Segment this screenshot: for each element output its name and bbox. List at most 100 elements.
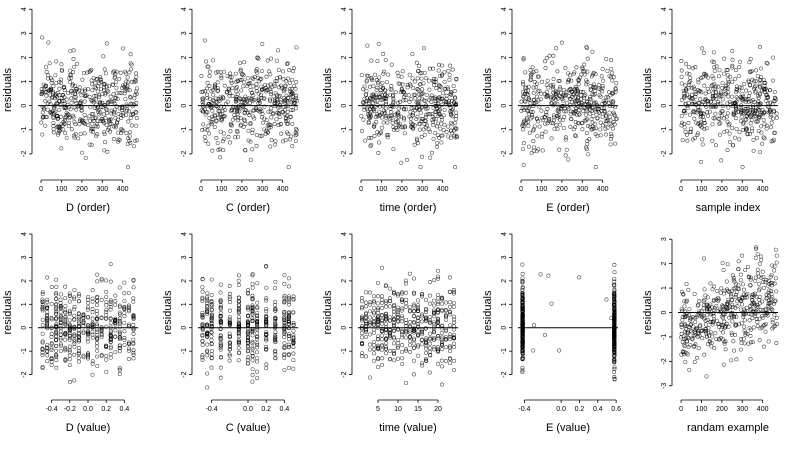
data-point (221, 148, 224, 151)
data-point (132, 357, 135, 360)
data-point (72, 57, 75, 60)
data-point (436, 297, 439, 300)
data-point (109, 353, 112, 356)
data-point (84, 156, 87, 159)
x-tick-label: 20 (434, 406, 442, 413)
data-point (41, 323, 44, 326)
data-point (84, 117, 87, 120)
data-point (213, 125, 216, 128)
data-point (68, 80, 71, 83)
y-tick-label: -2 (341, 371, 348, 377)
data-point (105, 42, 108, 45)
data-point (748, 61, 751, 64)
data-point (135, 124, 138, 127)
data-point (546, 79, 549, 82)
y-tick-label: 3 (341, 255, 348, 259)
x-axis-label: C (value) (226, 422, 271, 434)
data-point (568, 103, 571, 106)
data-point (60, 63, 63, 66)
data-point (440, 141, 443, 144)
x-tick-label: 100 (56, 186, 68, 193)
data-point (283, 368, 286, 371)
data-point (77, 137, 80, 140)
data-point (95, 328, 98, 331)
data-point (436, 269, 439, 272)
data-point (412, 277, 415, 280)
data-point (436, 275, 439, 278)
data-point (726, 102, 729, 105)
data-point (69, 49, 72, 52)
data-point (74, 99, 77, 102)
data-point (375, 88, 378, 91)
data-point (564, 136, 567, 139)
data-point (231, 118, 234, 121)
y-tick-label: 1 (181, 302, 188, 306)
data-point (377, 151, 380, 154)
x-axis-label: D (value) (66, 422, 111, 434)
data-point (104, 72, 107, 75)
data-point (702, 51, 705, 54)
data-point (360, 73, 363, 76)
data-point (584, 113, 587, 116)
data-point (436, 293, 439, 296)
data-point (46, 74, 49, 77)
data-point (80, 151, 83, 154)
data-point (452, 84, 455, 87)
data-point (408, 350, 411, 353)
data-point (773, 90, 776, 93)
data-point (566, 72, 569, 75)
data-point (733, 136, 736, 139)
data-point (105, 310, 108, 313)
data-point (685, 300, 688, 303)
data-point (376, 59, 379, 62)
data-point (696, 304, 699, 307)
x-tick-label: 0.6 (611, 406, 621, 413)
data-point (77, 346, 80, 349)
data-point (559, 91, 562, 94)
data-point (47, 41, 50, 44)
data-point (702, 303, 705, 306)
data-point (599, 128, 602, 131)
data-point (445, 130, 448, 133)
points (41, 262, 136, 383)
x-tick-label: 200 (716, 186, 728, 193)
data-point (446, 125, 449, 128)
y-tick-label: -1 (21, 348, 28, 354)
data-point (762, 136, 765, 139)
data-point (72, 49, 75, 52)
data-point (132, 332, 135, 335)
data-point (723, 130, 726, 133)
data-point (134, 72, 137, 75)
data-point (586, 57, 589, 60)
data-point (432, 299, 435, 302)
y-tick-label: 4 (181, 232, 188, 236)
data-point (684, 62, 687, 65)
y-tick-label: 3 (21, 255, 28, 259)
data-point (55, 285, 58, 288)
data-point (721, 98, 724, 101)
data-point (436, 362, 439, 365)
data-point (758, 45, 761, 48)
data-point (521, 272, 524, 275)
data-point (228, 359, 231, 362)
data-point (587, 153, 590, 156)
data-point (68, 380, 71, 383)
data-point (91, 317, 94, 320)
data-point (585, 131, 588, 134)
data-point (531, 349, 534, 352)
data-point (105, 358, 108, 361)
data-point (380, 306, 383, 309)
y-tick-label: 0 (181, 326, 188, 330)
data-point (86, 301, 89, 304)
data-point (400, 314, 403, 317)
data-point (228, 72, 231, 75)
data-point (734, 116, 737, 119)
data-point (723, 320, 726, 323)
data-point (45, 300, 48, 303)
data-point (531, 66, 534, 69)
data-point (119, 116, 122, 119)
x-tick-label: 400 (437, 186, 449, 193)
data-point (404, 291, 407, 294)
